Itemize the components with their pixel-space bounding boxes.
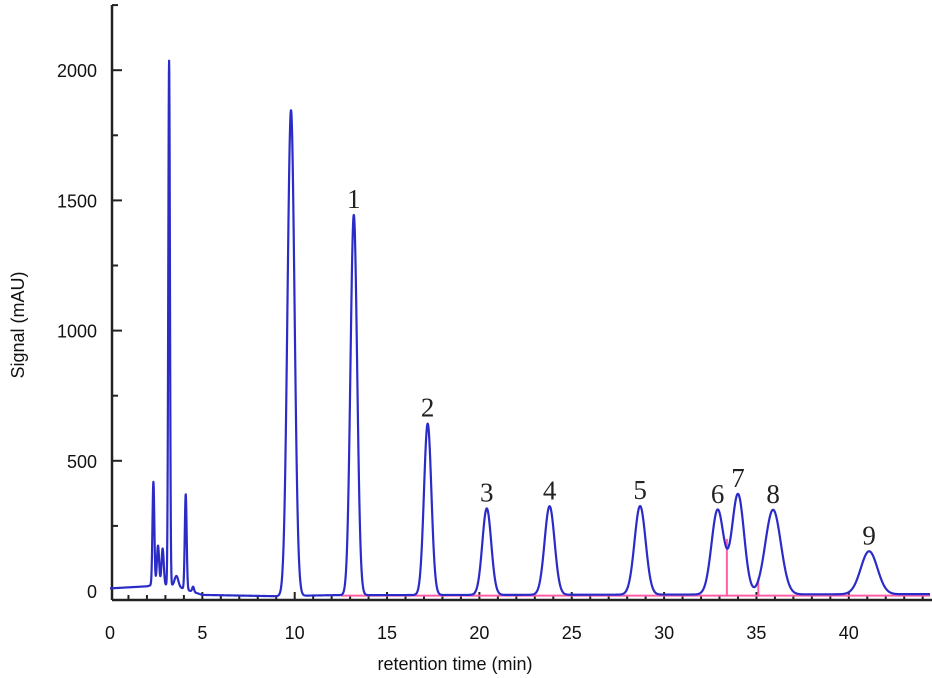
peak-label-7: 7 <box>731 463 745 493</box>
x-tick-label: 35 <box>746 623 766 643</box>
signal-trace <box>109 59 931 598</box>
x-axis-title: retention time (min) <box>377 654 532 674</box>
plot-marks <box>109 59 931 598</box>
x-tick-label: 15 <box>377 623 397 643</box>
peak-label-6: 6 <box>711 479 725 509</box>
peak-label-3: 3 <box>480 477 494 507</box>
y-tick-label: 2000 <box>57 61 97 81</box>
y-tick-label: 1500 <box>57 191 97 211</box>
x-tick-label: 10 <box>285 623 305 643</box>
y-axis-title: Signal (mAU) <box>8 271 28 378</box>
y-tick-label: 1000 <box>57 322 97 342</box>
peak-label-8: 8 <box>766 479 780 509</box>
x-tick-label: 5 <box>197 623 207 643</box>
x-tick-label: 30 <box>654 623 674 643</box>
peak-label-2: 2 <box>421 393 435 423</box>
x-tick-label: 0 <box>105 623 115 643</box>
x-tick-label: 20 <box>469 623 489 643</box>
peak-label-5: 5 <box>633 475 647 505</box>
y-tick-label: 500 <box>67 452 97 472</box>
peak-label-4: 4 <box>543 475 557 505</box>
x-tick-label: 25 <box>562 623 582 643</box>
peak-label-9: 9 <box>862 520 876 550</box>
peak-label-1: 1 <box>347 184 361 214</box>
x-tick-label: 40 <box>839 623 859 643</box>
peak-labels: 1 2 3 4 5 678 9 <box>347 184 876 550</box>
y-tick-label: 0 <box>87 582 97 602</box>
